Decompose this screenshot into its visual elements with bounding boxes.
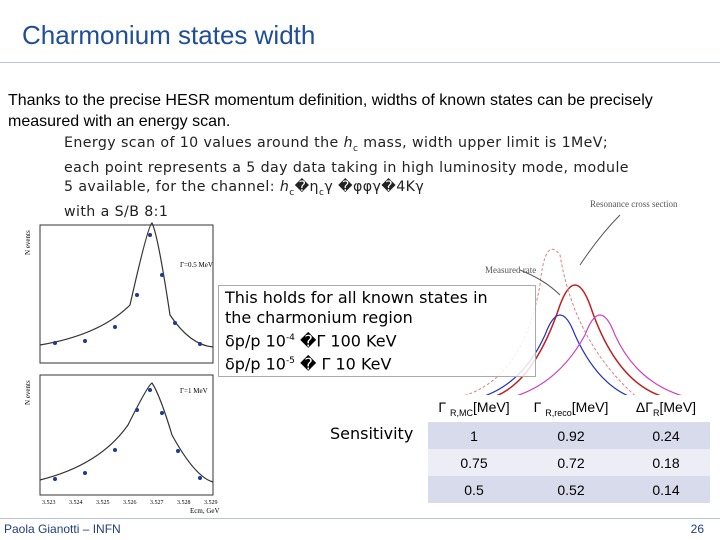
text: γ �φφγ�4Kγ [324, 178, 425, 195]
text: c [318, 187, 325, 198]
frame [39, 224, 214, 364]
panel-label: Γ=1 MeV [180, 387, 208, 395]
cell: 0.5 [428, 476, 520, 503]
fit-curve [39, 382, 214, 483]
cell: 0.52 [520, 476, 622, 503]
x-axis-label: Ecm, GeV [190, 507, 220, 515]
y-axis-label: N events [24, 380, 32, 405]
x-tick-label: 3.525 [96, 500, 110, 506]
scan-line: Energy scan of 10 values around the hc m… [64, 134, 629, 159]
header-cell: Γ R,reco[MeV] [520, 395, 622, 422]
row: 0.5 0.52 0.14 [428, 476, 710, 503]
text: Γ [438, 399, 451, 416]
arrow [579, 214, 621, 266]
panel-label: Γ=0.5 MeV [180, 261, 213, 269]
left-panel-bottom: Γ=1 MeV N events 3.523 3.524 3.525 3.526 3.5… [24, 374, 220, 515]
note-line: the charmonium region [225, 308, 529, 328]
text: [MeV] [473, 399, 510, 416]
text: R [652, 407, 660, 418]
text: c [352, 143, 359, 154]
note-line: δp/p 10-5 � Γ 10 KeV [225, 351, 529, 374]
x-tick-label: 3.528 [177, 500, 191, 506]
cell: 0.14 [622, 476, 710, 503]
figure-label: Resonance cross section [590, 199, 678, 209]
cell: 0.18 [622, 449, 710, 476]
text: Energy scan of 10 values around the [64, 135, 344, 151]
x-tick-label: 3.526 [123, 500, 137, 506]
text: This holds for all known states in [225, 288, 488, 307]
text: c [289, 187, 295, 198]
text: �η [294, 178, 319, 195]
curve [469, 314, 641, 401]
figures: Γ=0.5 MeV N events Γ=1 MeV N events 3.52… [24, 199, 701, 515]
text: h [279, 178, 290, 195]
title-rule [0, 62, 720, 63]
footer-author: Paola Gianotti – INFN [4, 522, 121, 536]
text: -5 [285, 356, 295, 367]
points [53, 388, 202, 481]
table-label: Sensitivity [330, 424, 414, 443]
x-tick-label: 3.529 [204, 500, 218, 506]
table: Γ R,MC[MeV] Γ R,reco[MeV] ΔΓR[MeV] 1 0.92… [428, 395, 710, 503]
figure-label: Measured rate [485, 265, 536, 275]
arrow [519, 269, 561, 296]
cell: 0.24 [622, 422, 710, 449]
text: R,MC [450, 407, 474, 418]
scan-line: with a S/B 8:1 [64, 203, 629, 222]
points [53, 233, 202, 346]
text: with a S/B 8:1 [64, 203, 169, 220]
text: h [343, 135, 353, 151]
cell: 1 [428, 422, 520, 449]
footer-rule [0, 518, 720, 519]
scan-line: 5 available, for the channel: hc�ηcγ �φφ… [64, 178, 629, 203]
right-figure: Resonance cross section Measured rate [439, 199, 701, 401]
x-tick-label: 3.523 [42, 500, 56, 506]
text: ΔΓ [635, 399, 653, 416]
header-row: Γ R,MC[MeV] Γ R,reco[MeV] ΔΓR[MeV] [428, 395, 710, 422]
row: 0.75 0.72 0.18 [428, 449, 710, 476]
text: � Γ 10 KeV [294, 354, 392, 374]
header-cell: Γ R,MC[MeV] [428, 395, 520, 422]
text: R,reco [545, 407, 572, 418]
frame [39, 374, 214, 496]
scan-line: each point represents a 5 day data takin… [64, 159, 629, 178]
text: each point represents a 5 day data takin… [64, 159, 629, 176]
page-number: 26 [690, 522, 704, 536]
text: Γ [533, 399, 546, 416]
note-box: This holds for all known states in the c… [218, 285, 536, 377]
x-tick-label: 3.524 [69, 500, 83, 506]
cell: 0.72 [520, 449, 622, 476]
x-ticks: 3.523 3.524 3.525 3.526 3.527 3.528 3.529 [42, 500, 218, 506]
curve [499, 314, 701, 401]
cell: 0.92 [520, 422, 622, 449]
header-cell: ΔΓR[MeV] [622, 395, 710, 422]
intro-text: Thanks to the precise HESR momentum defi… [8, 92, 653, 130]
note-line: δp/p 10-4 �Γ 100 KeV [225, 328, 529, 351]
fit-curve [39, 222, 214, 348]
left-panel-top: Γ=0.5 MeV N events [24, 222, 214, 364]
scan-text: Energy scan of 10 values around the hc m… [64, 134, 629, 222]
row: 1 0.92 0.24 [428, 422, 710, 449]
text: mass, width upper limit is 1MeV; [358, 135, 609, 151]
text: δp/p 10 [225, 331, 286, 351]
text: [MeV] [571, 399, 609, 416]
text: 5 available, for the channel: [64, 178, 280, 195]
slide-title: Charmonium states width [22, 20, 316, 50]
text: �Γ 100 KeV [294, 331, 397, 351]
text: the charmonium region [225, 308, 413, 327]
text: [MeV] [659, 399, 697, 416]
x-tick-label: 3.527 [150, 500, 164, 506]
y-axis-label: N events [24, 230, 32, 255]
text: δp/p 10 [225, 354, 286, 374]
cell: 0.75 [428, 449, 520, 476]
text: -4 [285, 333, 295, 343]
note-line: This holds for all known states in [225, 288, 529, 308]
